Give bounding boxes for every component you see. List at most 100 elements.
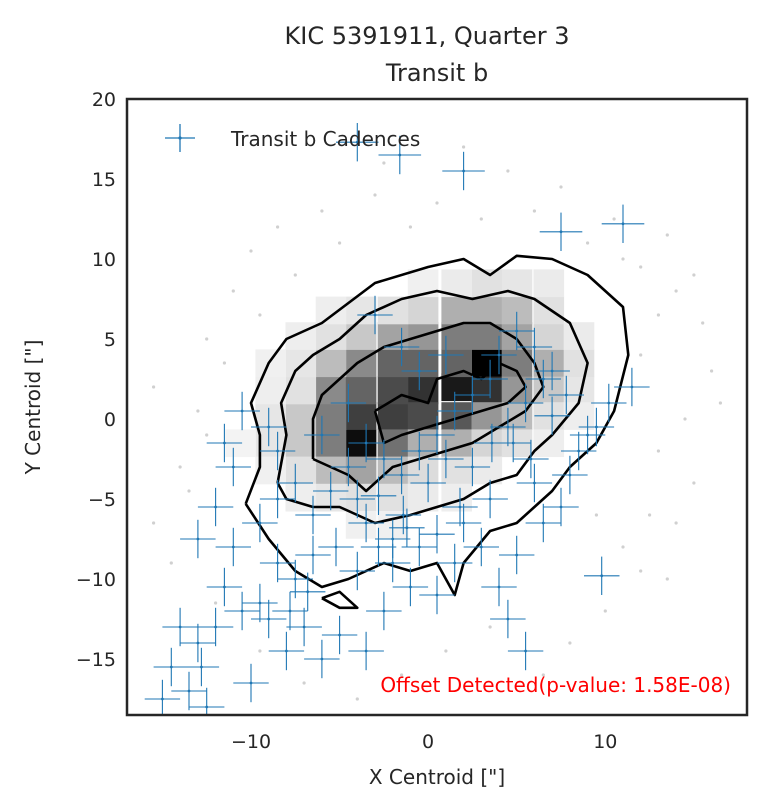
cadence-point: [171, 671, 207, 711]
background-point: [674, 521, 678, 525]
cadence-point: [144, 679, 181, 715]
cadence-point: [472, 479, 508, 519]
background-point: [293, 273, 297, 277]
background-point: [408, 225, 412, 229]
contour-level-4: [373, 361, 527, 445]
cadence-point: [513, 439, 549, 479]
background-point: [594, 513, 599, 517]
background-point: [656, 449, 661, 453]
background-point: [338, 241, 342, 245]
cadence-point: [584, 556, 620, 595]
density-cell: [345, 511, 377, 539]
legend-label: Transit b Cadences: [230, 127, 420, 151]
chart-subtitle: Transit b: [385, 59, 488, 87]
background-point: [169, 561, 173, 565]
background-point: [639, 265, 643, 269]
background-point: [586, 241, 590, 245]
background-point: [621, 545, 625, 549]
cadence-point: [481, 335, 517, 375]
y-tick-label: 15: [92, 169, 116, 191]
x-tick-label: 0: [422, 731, 434, 753]
density-cell: [285, 456, 317, 485]
background-point: [152, 385, 156, 389]
cadence-point: [392, 567, 429, 607]
density-cell: [315, 402, 347, 430]
density-cell: [285, 402, 317, 430]
cadence-point: [507, 631, 544, 671]
density-cell: [345, 483, 377, 512]
cadence-point: [348, 503, 384, 543]
density-cell: [533, 429, 565, 458]
background-point: [222, 361, 226, 365]
cadence-point: [304, 639, 340, 679]
cadence-point: [330, 383, 367, 423]
cadence-point: [321, 615, 358, 655]
background-point: [196, 409, 200, 413]
cadence-point: [516, 327, 553, 367]
cadence-series: [144, 123, 650, 715]
background-point: [621, 257, 625, 261]
background-point: [568, 641, 572, 645]
cadence-point: [272, 591, 308, 631]
cadence-point: [313, 471, 349, 511]
density-cell: [407, 429, 439, 458]
background-point: [444, 649, 448, 653]
cadence-point: [442, 487, 478, 527]
x-axis-label: X Centroid ["]: [369, 765, 505, 789]
cadence-point: [224, 591, 260, 631]
background-point: [187, 489, 191, 493]
cadence-point: [268, 631, 305, 671]
cadence-point: [499, 311, 535, 351]
cadence-point: [552, 455, 588, 495]
cadence-point: [357, 295, 393, 335]
background-points: [152, 145, 723, 701]
cadence-point: [445, 503, 482, 543]
cadence-point: [295, 535, 331, 575]
density-cell: [315, 429, 347, 458]
density-cell: [533, 269, 565, 298]
cadence-point: [401, 351, 437, 391]
density-cell: [563, 349, 595, 378]
cadence-point: [162, 607, 198, 647]
cadence-point: [534, 351, 570, 391]
cadence-point: [495, 423, 531, 463]
cadence-point: [259, 431, 296, 471]
cadence-point: [454, 447, 491, 487]
density-cell: [377, 349, 409, 378]
cadence-point: [360, 476, 397, 515]
cadence-point: [383, 455, 420, 495]
background-point: [603, 609, 607, 613]
background-point: [674, 289, 678, 293]
cadence-point: [251, 599, 287, 639]
background-point: [320, 209, 324, 213]
cadence-point: [499, 535, 535, 575]
cadence-point: [339, 479, 375, 519]
background-point: [683, 417, 687, 421]
cadence-point: [259, 543, 296, 583]
background-point: [382, 161, 386, 165]
cadence-point: [401, 431, 437, 471]
background-point: [479, 217, 483, 221]
cadence-point: [437, 543, 473, 583]
background-point: [692, 481, 696, 485]
y-axis-label: Y Centroid ["]: [21, 340, 45, 476]
cadence-point: [383, 327, 420, 367]
cadence-point: [543, 487, 579, 527]
cadence-point: [360, 527, 397, 567]
density-cell: [255, 349, 286, 378]
cadence-point: [180, 623, 216, 663]
cadence-point: [339, 551, 375, 591]
x-tick-label: 10: [593, 731, 617, 753]
density-cell: [407, 349, 439, 378]
cadence-point: [463, 527, 499, 567]
cadence-point: [419, 415, 455, 455]
density-cell: [285, 429, 317, 458]
plot-area: [127, 99, 747, 715]
cadence-point: [233, 663, 269, 703]
x-axis-ticks: −10 0 10: [231, 731, 617, 753]
density-cell: [377, 322, 409, 350]
cadence-point: [428, 335, 464, 375]
background-point: [701, 321, 705, 325]
cadence-point: [242, 583, 278, 623]
density-cell: [315, 296, 347, 325]
